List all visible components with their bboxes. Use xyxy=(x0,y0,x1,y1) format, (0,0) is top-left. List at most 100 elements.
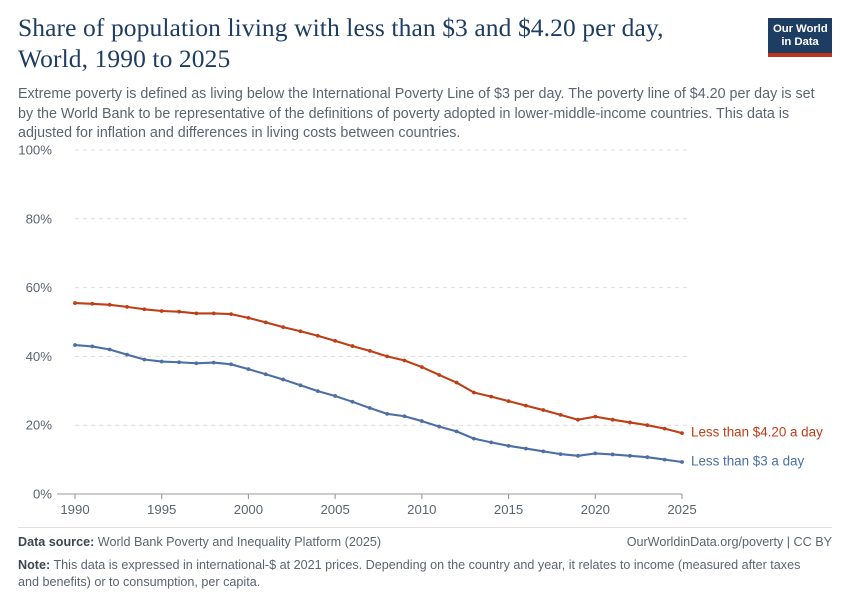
series-marker[interactable] xyxy=(610,417,615,422)
series-marker[interactable] xyxy=(350,399,355,404)
data-source: Data source: World Bank Poverty and Ineq… xyxy=(18,535,381,549)
series-marker[interactable] xyxy=(593,451,598,456)
series-marker[interactable] xyxy=(385,354,390,359)
series-marker[interactable] xyxy=(350,344,355,348)
series-marker[interactable] xyxy=(506,399,511,404)
series-marker[interactable] xyxy=(177,309,181,314)
chart-subtitle: Extreme poverty is defined as living bel… xyxy=(18,86,815,141)
series-marker[interactable] xyxy=(437,373,442,377)
x-axis-tick-label: 2020 xyxy=(581,502,610,517)
chart-plot-area[interactable]: 0% 20% 40% 60% 80% 100% 1990 1995 2000 2005 2010 2… xyxy=(0,138,850,520)
series-marker[interactable] xyxy=(593,414,598,419)
series-marker[interactable] xyxy=(333,339,338,343)
series-marker[interactable] xyxy=(90,301,95,306)
series-marker[interactable] xyxy=(541,449,546,454)
series-marker[interactable] xyxy=(229,312,233,316)
series-marker[interactable] xyxy=(159,359,164,364)
attribution-link[interactable]: OurWorldinData.org/poverty | CC BY xyxy=(626,535,832,549)
series-marker[interactable] xyxy=(558,412,563,417)
series-marker[interactable] xyxy=(419,419,424,423)
data-source-label: Data source: xyxy=(18,535,95,549)
series-marker[interactable] xyxy=(281,325,286,330)
series-marker[interactable] xyxy=(211,311,216,316)
series-marker[interactable] xyxy=(298,329,303,334)
series-marker[interactable] xyxy=(177,360,181,365)
owid-logo[interactable]: Our World in Data xyxy=(768,18,832,58)
page-title: Share of population living with less tha… xyxy=(18,13,664,73)
series-marker[interactable] xyxy=(576,417,580,422)
series-marker[interactable] xyxy=(628,420,632,425)
series-marker[interactable] xyxy=(524,403,528,408)
series-line[interactable] xyxy=(73,344,684,464)
series-marker[interactable] xyxy=(194,361,199,366)
series-marker[interactable] xyxy=(107,347,112,352)
series-marker[interactable] xyxy=(558,452,563,456)
series-marker[interactable] xyxy=(454,380,459,385)
series-marker[interactable] xyxy=(541,408,546,412)
footer-source-row: Data source: World Bank Poverty and Ineq… xyxy=(18,535,832,552)
x-axis-tick-label: 1995 xyxy=(147,502,176,517)
series-marker[interactable] xyxy=(298,383,303,388)
x-axis-tick-label: 2015 xyxy=(494,502,523,517)
series-label-upper[interactable]: Less than $4.20 a day xyxy=(691,425,823,440)
series-marker[interactable] xyxy=(419,365,424,369)
chart-note: Note: This data is expressed in internat… xyxy=(18,557,824,590)
series-marker[interactable] xyxy=(489,440,494,445)
series-markers[interactable] xyxy=(73,301,684,464)
series-marker[interactable] xyxy=(576,453,580,458)
series-marker[interactable] xyxy=(73,343,77,347)
series-marker[interactable] xyxy=(229,362,233,367)
series-marker[interactable] xyxy=(246,367,251,372)
gridlines xyxy=(75,149,690,426)
x-axis-tick-label: 2010 xyxy=(407,502,436,517)
series-marker[interactable] xyxy=(194,311,199,316)
series-marker[interactable] xyxy=(524,446,528,451)
series-marker[interactable] xyxy=(680,460,684,464)
series-marker[interactable] xyxy=(471,390,476,395)
series-marker[interactable] xyxy=(107,302,112,307)
series-marker[interactable] xyxy=(315,389,320,394)
line-chart[interactable]: 0% 20% 40% 60% 80% 100% 1990 1995 2000 2005 2010 2… xyxy=(0,138,850,520)
series-marker[interactable] xyxy=(263,320,268,325)
series-marker[interactable] xyxy=(680,431,684,436)
series-marker[interactable] xyxy=(367,349,372,353)
series-marker[interactable] xyxy=(662,457,667,462)
series-marker[interactable] xyxy=(506,443,511,448)
y-axis-tick-label: 20% xyxy=(26,418,53,433)
series-marker[interactable] xyxy=(90,344,95,349)
series-marker[interactable] xyxy=(315,333,320,338)
series-marker[interactable] xyxy=(246,315,251,320)
series-marker[interactable] xyxy=(367,406,372,410)
series-marker[interactable] xyxy=(402,358,407,363)
series-labels[interactable]: Less than $4.20 a day Less than $3 a day xyxy=(691,425,823,469)
series-marker[interactable] xyxy=(610,452,615,457)
series-line[interactable] xyxy=(73,302,684,435)
series-marker[interactable] xyxy=(142,307,147,312)
series-marker[interactable] xyxy=(333,394,338,398)
note-text: This data is expressed in international-… xyxy=(18,558,801,589)
series-marker[interactable] xyxy=(125,352,129,357)
series-marker[interactable] xyxy=(263,372,268,377)
series-marker[interactable] xyxy=(73,301,77,305)
series-marker[interactable] xyxy=(385,411,390,416)
chart-footer: Data source: World Bank Poverty and Ineq… xyxy=(18,527,832,590)
series-lines[interactable] xyxy=(73,302,684,464)
series-marker[interactable] xyxy=(645,423,650,428)
owid-logo-line-1: Our World xyxy=(773,23,828,35)
series-marker[interactable] xyxy=(402,414,407,419)
series-marker[interactable] xyxy=(281,377,286,382)
series-marker[interactable] xyxy=(142,357,147,362)
series-marker[interactable] xyxy=(489,394,494,399)
series-marker[interactable] xyxy=(628,453,632,458)
series-marker[interactable] xyxy=(159,309,164,313)
series-marker[interactable] xyxy=(645,455,650,460)
series-marker[interactable] xyxy=(437,424,442,429)
x-axis-tick-label: 2000 xyxy=(234,502,263,517)
series-marker[interactable] xyxy=(125,304,129,309)
series-marker[interactable] xyxy=(471,436,476,441)
series-marker[interactable] xyxy=(211,360,216,365)
series-marker[interactable] xyxy=(662,426,667,431)
series-marker[interactable] xyxy=(454,429,459,434)
series-label-lower[interactable]: Less than $3 a day xyxy=(691,454,804,469)
x-axis-tick-label: 1990 xyxy=(60,502,89,517)
